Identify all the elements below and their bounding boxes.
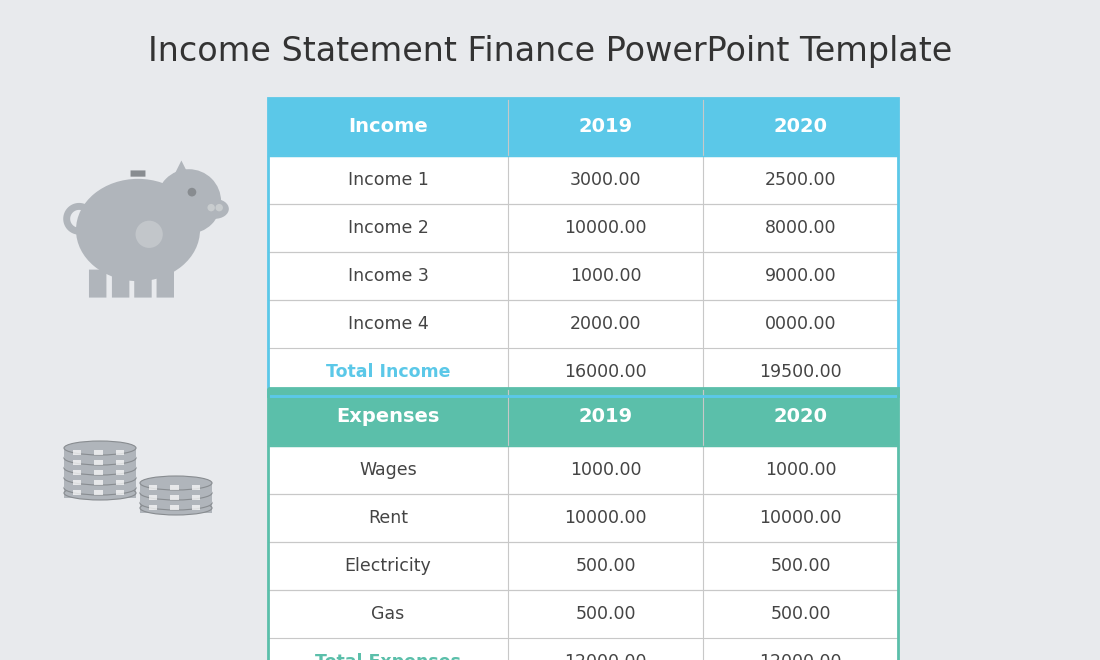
Circle shape [156, 169, 221, 234]
Text: 500.00: 500.00 [575, 605, 636, 623]
FancyBboxPatch shape [116, 460, 124, 465]
Ellipse shape [140, 486, 212, 500]
FancyBboxPatch shape [95, 460, 103, 465]
FancyBboxPatch shape [148, 485, 157, 490]
Text: Gas: Gas [372, 605, 405, 623]
Text: 19500.00: 19500.00 [759, 363, 842, 381]
FancyBboxPatch shape [116, 470, 124, 475]
Text: 1000.00: 1000.00 [570, 461, 641, 479]
Text: 16000.00: 16000.00 [564, 363, 647, 381]
Text: Income 4: Income 4 [348, 315, 428, 333]
Text: 2019: 2019 [579, 117, 632, 137]
FancyBboxPatch shape [116, 450, 124, 455]
Ellipse shape [64, 486, 136, 500]
FancyBboxPatch shape [73, 450, 81, 455]
FancyBboxPatch shape [170, 485, 179, 490]
FancyBboxPatch shape [170, 495, 179, 500]
FancyBboxPatch shape [191, 485, 200, 490]
Text: Income: Income [348, 117, 428, 137]
Ellipse shape [64, 481, 136, 495]
FancyBboxPatch shape [95, 450, 103, 455]
Text: Income 2: Income 2 [348, 219, 428, 237]
Text: 10000.00: 10000.00 [759, 509, 842, 527]
FancyBboxPatch shape [89, 269, 107, 298]
Text: 3000.00: 3000.00 [570, 171, 641, 189]
Text: 500.00: 500.00 [770, 605, 830, 623]
Text: Wages: Wages [359, 461, 417, 479]
Text: 10000.00: 10000.00 [564, 509, 647, 527]
FancyBboxPatch shape [73, 460, 81, 465]
FancyBboxPatch shape [268, 98, 898, 396]
Text: 2019: 2019 [579, 407, 632, 426]
FancyBboxPatch shape [140, 493, 212, 503]
FancyBboxPatch shape [73, 490, 81, 495]
FancyBboxPatch shape [64, 488, 136, 498]
Text: Total Income: Total Income [326, 363, 450, 381]
Text: 500.00: 500.00 [770, 557, 830, 575]
FancyBboxPatch shape [156, 269, 174, 298]
FancyBboxPatch shape [95, 480, 103, 485]
Text: 1000.00: 1000.00 [764, 461, 836, 479]
Ellipse shape [140, 476, 212, 490]
FancyBboxPatch shape [116, 490, 124, 495]
FancyBboxPatch shape [95, 490, 103, 495]
Text: 2020: 2020 [773, 117, 827, 137]
FancyBboxPatch shape [112, 269, 130, 298]
Ellipse shape [64, 451, 136, 465]
FancyBboxPatch shape [148, 505, 157, 510]
Text: 2500.00: 2500.00 [764, 171, 836, 189]
Ellipse shape [140, 501, 212, 515]
FancyBboxPatch shape [64, 478, 136, 488]
Ellipse shape [76, 179, 200, 281]
Circle shape [135, 220, 163, 248]
FancyBboxPatch shape [268, 388, 898, 446]
Text: Income 1: Income 1 [348, 171, 428, 189]
FancyBboxPatch shape [73, 470, 81, 475]
Text: 10000.00: 10000.00 [564, 219, 647, 237]
FancyBboxPatch shape [191, 495, 200, 500]
FancyBboxPatch shape [64, 458, 136, 468]
Text: 12000.00: 12000.00 [759, 653, 842, 660]
Text: 8000.00: 8000.00 [764, 219, 836, 237]
Ellipse shape [64, 441, 136, 455]
FancyBboxPatch shape [268, 98, 898, 156]
Circle shape [216, 204, 223, 211]
Text: 9000.00: 9000.00 [764, 267, 836, 285]
Text: 500.00: 500.00 [575, 557, 636, 575]
Circle shape [208, 204, 214, 211]
FancyBboxPatch shape [64, 468, 136, 478]
FancyBboxPatch shape [73, 480, 81, 485]
Text: Income 3: Income 3 [348, 267, 428, 285]
Text: 2000.00: 2000.00 [570, 315, 641, 333]
Ellipse shape [201, 199, 229, 219]
FancyBboxPatch shape [140, 503, 212, 513]
FancyBboxPatch shape [148, 495, 157, 500]
Text: Electricity: Electricity [344, 557, 431, 575]
Polygon shape [170, 160, 192, 183]
Circle shape [188, 188, 196, 197]
Text: 1000.00: 1000.00 [570, 267, 641, 285]
Text: 2020: 2020 [773, 407, 827, 426]
FancyBboxPatch shape [116, 480, 124, 485]
Ellipse shape [140, 496, 212, 510]
FancyBboxPatch shape [140, 483, 212, 493]
FancyBboxPatch shape [131, 170, 145, 177]
FancyBboxPatch shape [191, 505, 200, 510]
Ellipse shape [64, 471, 136, 485]
Text: Expenses: Expenses [337, 407, 440, 426]
Text: 12000.00: 12000.00 [564, 653, 647, 660]
FancyBboxPatch shape [170, 505, 179, 510]
FancyBboxPatch shape [95, 470, 103, 475]
Text: Rent: Rent [368, 509, 408, 527]
FancyBboxPatch shape [268, 388, 898, 660]
FancyBboxPatch shape [134, 269, 152, 298]
FancyBboxPatch shape [64, 448, 136, 458]
Text: Income Statement Finance PowerPoint Template: Income Statement Finance PowerPoint Temp… [147, 36, 953, 69]
Text: 0000.00: 0000.00 [764, 315, 836, 333]
Ellipse shape [64, 461, 136, 475]
Text: Total Expenses: Total Expenses [315, 653, 461, 660]
